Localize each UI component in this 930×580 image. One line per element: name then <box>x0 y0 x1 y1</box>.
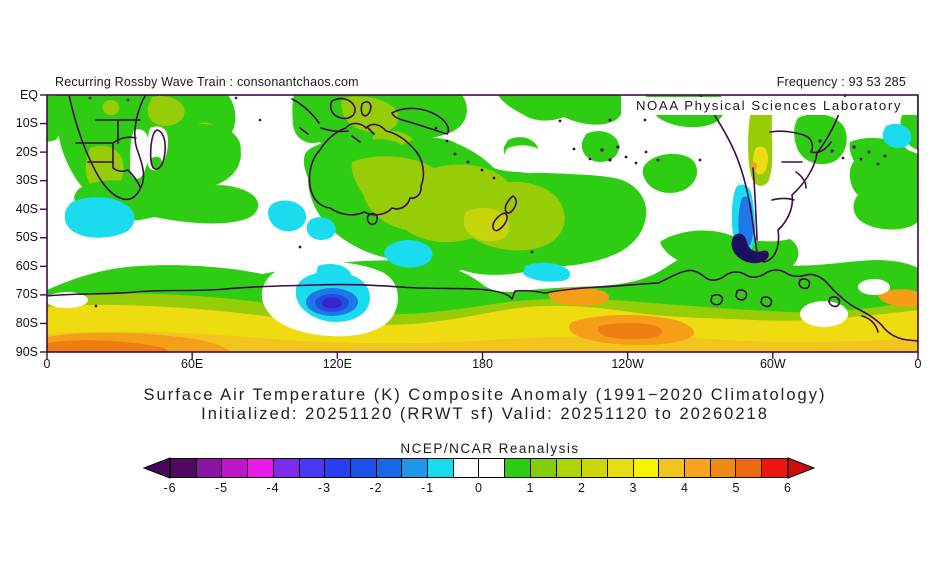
colorbar-title: NCEP/NCAR Reanalysis <box>400 441 580 456</box>
colorbar-tick-label: 1 <box>526 481 535 495</box>
colorbar-cell <box>247 459 273 477</box>
colorbar-cell <box>761 459 787 477</box>
lat-tick-label: 40S <box>15 201 38 216</box>
colorbar-cell <box>529 459 556 477</box>
lon-tick-label: 120E <box>322 357 352 371</box>
coastlines <box>47 95 918 342</box>
lon-tick-label: 0 <box>914 357 922 371</box>
lat-tick-label: 20S <box>15 144 38 159</box>
colorbar-cell <box>221 459 248 477</box>
colorbar-tick-label: -2 <box>369 481 383 495</box>
colorbar-cell <box>478 459 505 477</box>
antarctic-warm-band <box>47 251 918 352</box>
longitude-ticks <box>46 352 919 359</box>
colorbar-tick-label: 2 <box>578 481 586 495</box>
lat-tick-label: 30S <box>15 173 38 188</box>
colorbar-cell <box>581 459 607 477</box>
colorbar-cell <box>709 459 736 477</box>
colorbar-tick-label: -4 <box>266 481 280 495</box>
colorbar-tick-label: 6 <box>784 481 792 495</box>
latitude-ticks <box>40 94 47 353</box>
lon-tick-label: 180 <box>472 357 493 371</box>
lat-tick-label: 50S <box>15 230 38 245</box>
noaa-psl-label: NOAA Physical Sciences Laboratory <box>621 96 917 115</box>
colorbar-cell <box>735 459 762 477</box>
lat-tick-label: 10S <box>15 116 38 131</box>
colorbar-cell <box>195 459 222 477</box>
colorbar-cell <box>375 459 402 477</box>
colorbar-cell <box>171 459 196 477</box>
colorbar-right-arrow <box>787 457 816 479</box>
plot-title: Surface Air Temperature (K) Composite An… <box>143 386 827 404</box>
colorbar-cell <box>606 459 633 477</box>
lon-tick-label: 60W <box>759 357 786 371</box>
caption-rossby-wave-train: Recurring Rossby Wave Train : consonantc… <box>55 75 359 89</box>
colorbar-tick-label: -1 <box>420 481 435 495</box>
lat-tick-label: 60S <box>15 258 38 273</box>
colorbar-tick-label: 3 <box>629 481 638 495</box>
colorbar-cell <box>684 459 710 477</box>
south-america-anomaly <box>660 96 918 275</box>
colorbar-left-arrow <box>142 457 171 479</box>
lon-tick-label: 0 <box>43 357 51 371</box>
colorbar-cell <box>298 459 325 477</box>
lon-tick-label: 120W <box>611 357 644 371</box>
colorbar-tick-label: 4 <box>681 481 689 495</box>
australia-pacific-anomaly <box>292 95 725 275</box>
island-dots <box>88 96 887 308</box>
colorbar-cell <box>427 459 453 477</box>
frequency-label: Frequency : 93 53 285 <box>776 75 906 89</box>
colorbar-cell <box>349 459 376 477</box>
colorbar-tick-label: -6 <box>163 481 177 495</box>
lon-tick-label: 60E <box>181 357 204 371</box>
colorbar <box>170 458 788 478</box>
colorbar-tick-label: 5 <box>732 481 741 495</box>
colorbar-tick-label: -5 <box>214 481 229 495</box>
lat-tick-label: 80S <box>15 315 38 330</box>
colorbar-cell <box>324 459 350 477</box>
colorbar-cell <box>272 459 299 477</box>
colorbar-tick-label: -3 <box>317 481 332 495</box>
colorbar-cell <box>632 459 659 477</box>
plot-subtitle: Initialized: 20251120 (RRWT sf) Valid: 2… <box>201 405 769 423</box>
colorbar-cell <box>504 459 530 477</box>
lat-tick-label: 70S <box>15 287 38 302</box>
cool-patches <box>64 123 912 282</box>
colorbar-cell <box>658 459 685 477</box>
colorbar-tick-label: 0 <box>475 481 483 495</box>
map-fill-layer <box>47 95 918 352</box>
lat-tick-label: EQ <box>19 87 38 102</box>
antarctic-cold-core <box>261 261 398 337</box>
lat-tick-label: 90S <box>15 344 38 359</box>
colorbar-cell <box>452 459 479 477</box>
colorbar-cell <box>401 459 428 477</box>
colorbar-cell <box>555 459 582 477</box>
